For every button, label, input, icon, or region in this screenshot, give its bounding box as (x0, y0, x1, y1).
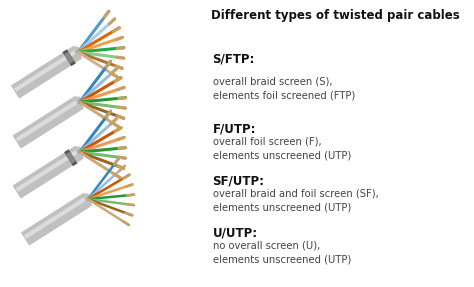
Text: S/FTP:: S/FTP: (212, 53, 255, 66)
Text: overall braid and foil screen (SF),: overall braid and foil screen (SF), (212, 189, 378, 199)
Text: Different types of twisted pair cables: Different types of twisted pair cables (211, 9, 460, 22)
Ellipse shape (77, 97, 83, 107)
Ellipse shape (85, 194, 91, 204)
Text: no overall screen (U),: no overall screen (U), (212, 241, 320, 251)
Text: SF/UTP:: SF/UTP: (212, 175, 264, 188)
Text: elements foil screened (FTP): elements foil screened (FTP) (212, 91, 355, 101)
Ellipse shape (75, 47, 81, 57)
Text: elements unscreened (UTP): elements unscreened (UTP) (212, 203, 351, 213)
Text: elements unscreened (UTP): elements unscreened (UTP) (212, 255, 351, 265)
Text: elements unscreened (UTP): elements unscreened (UTP) (212, 151, 351, 161)
Text: U/UTP:: U/UTP: (212, 227, 258, 240)
Text: overall braid screen (S),: overall braid screen (S), (212, 77, 332, 87)
Text: F/UTP:: F/UTP: (212, 123, 256, 136)
Text: overall foil screen (F),: overall foil screen (F), (212, 137, 321, 147)
Ellipse shape (77, 147, 83, 157)
